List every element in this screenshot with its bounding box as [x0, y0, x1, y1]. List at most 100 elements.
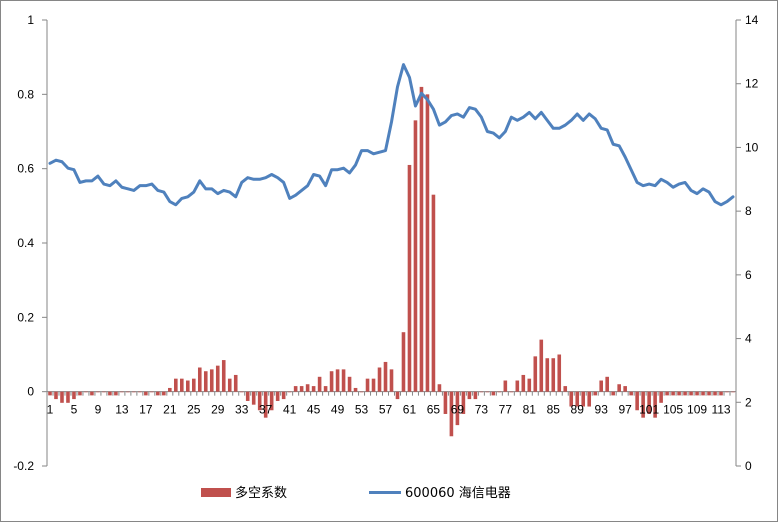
left-y-tick-label: 1 — [27, 13, 34, 27]
bar — [611, 391, 615, 396]
bar-series-layer — [48, 86, 735, 437]
x-tick-label: 69 — [451, 403, 465, 417]
bar — [431, 194, 436, 392]
bar — [329, 371, 334, 392]
bar — [263, 391, 268, 418]
bar — [102, 391, 106, 393]
bar — [707, 391, 711, 396]
bar — [479, 391, 484, 393]
bar — [575, 391, 580, 407]
x-tick-label: 73 — [475, 403, 489, 417]
bar — [437, 384, 442, 392]
bar — [311, 386, 316, 392]
bar — [653, 391, 657, 418]
bar — [174, 378, 178, 392]
x-tick-label: 61 — [403, 403, 417, 417]
bar — [84, 391, 88, 393]
bar — [731, 391, 735, 393]
left-y-tick-label: 0.8 — [17, 87, 34, 101]
bar — [221, 360, 226, 392]
right-y-tick-label: 0 — [745, 459, 752, 473]
bar — [138, 391, 142, 393]
bar — [563, 386, 568, 392]
bar — [401, 332, 406, 392]
bar — [509, 391, 514, 393]
bar — [503, 380, 508, 392]
left-y-tick-label: 0.4 — [17, 236, 34, 250]
bar — [323, 386, 328, 392]
right-y-tick-label: 4 — [745, 332, 752, 346]
bar — [395, 391, 400, 400]
x-tick-label: 77 — [499, 403, 513, 417]
bar — [239, 391, 244, 393]
bar — [197, 367, 202, 392]
bar — [713, 391, 717, 396]
x-tick-label: 97 — [618, 403, 632, 417]
bar — [587, 391, 592, 407]
bar — [527, 378, 532, 392]
x-tick-label: 37 — [259, 403, 273, 417]
bar — [371, 378, 376, 392]
x-tick-label: 81 — [523, 403, 537, 417]
x-tick-label: 49 — [331, 403, 345, 417]
bar — [665, 391, 669, 396]
bar — [473, 391, 478, 400]
bar — [203, 371, 208, 392]
x-tick-label: 33 — [235, 403, 249, 417]
x-tick-label: 93 — [595, 403, 609, 417]
bar — [485, 391, 490, 393]
bar — [162, 391, 166, 396]
bar — [725, 391, 729, 393]
bar — [497, 391, 502, 393]
right-y-tick-label: 2 — [745, 395, 752, 409]
bar — [569, 391, 574, 407]
x-tick-label: 21 — [163, 403, 177, 417]
bar — [66, 391, 70, 403]
x-tick-label: 9 — [95, 403, 102, 417]
bar — [78, 391, 82, 396]
bar — [593, 391, 598, 396]
bar — [120, 391, 124, 393]
bar — [551, 358, 556, 392]
bar — [581, 391, 586, 407]
bar — [719, 391, 723, 396]
x-tick-label: 41 — [283, 403, 297, 417]
bar — [617, 384, 621, 392]
bar — [365, 378, 370, 392]
bar — [419, 86, 424, 392]
bar — [335, 369, 340, 392]
bar — [233, 374, 238, 392]
x-tick-label: 1 — [47, 403, 54, 417]
bar — [695, 391, 699, 396]
bar — [72, 391, 76, 400]
bar — [317, 376, 322, 392]
bar — [144, 391, 148, 396]
bar — [299, 386, 304, 392]
x-tick-label: 105 — [663, 403, 683, 417]
bar — [54, 391, 58, 400]
bar — [647, 391, 651, 414]
bar — [605, 376, 609, 392]
bar — [353, 387, 358, 392]
bar — [156, 391, 160, 396]
bar — [599, 380, 603, 392]
bar — [114, 391, 118, 396]
bar — [168, 387, 172, 392]
legend-label-bar: 多空系数 — [235, 485, 287, 501]
bar — [126, 391, 130, 393]
bar — [227, 378, 232, 392]
bar — [455, 391, 460, 426]
bar — [257, 391, 262, 411]
bar — [641, 391, 645, 418]
bar — [96, 391, 100, 393]
x-tick-label: 13 — [115, 403, 129, 417]
bar — [347, 376, 352, 392]
bar — [659, 391, 663, 403]
right-y-tick-label: 10 — [745, 140, 759, 154]
bar — [180, 378, 184, 392]
left-y-tick-label: 0 — [27, 385, 34, 399]
x-tick-label: 113 — [711, 403, 730, 417]
